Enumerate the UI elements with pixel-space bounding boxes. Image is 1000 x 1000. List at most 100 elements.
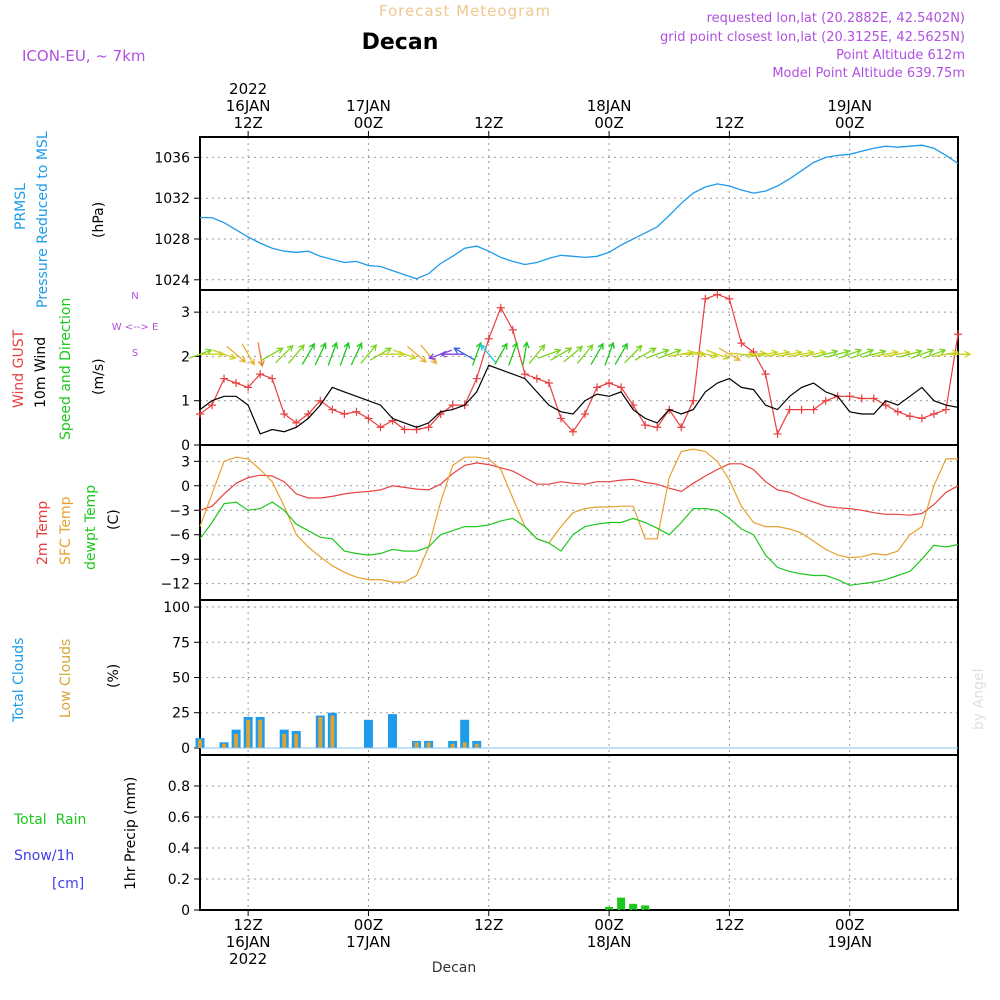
panels: 10241028103210360123−12−9−6−303025507510… [154, 136, 972, 919]
bottom-time-label: 00Z [354, 916, 383, 934]
wind-direction-arrow [314, 342, 327, 366]
gust-point [857, 394, 866, 403]
wind-direction-arrow [261, 347, 284, 361]
gust-point [677, 423, 686, 432]
bottom-time-label: 16JAN [226, 933, 271, 951]
wind-direction-arrow [257, 342, 265, 368]
low-cloud-bar [246, 719, 251, 748]
bottom-time-label: 2022 [229, 950, 267, 968]
bottom-time-label: 00Z [594, 916, 623, 934]
gust-point [472, 374, 481, 383]
top-time-label: 12Z [474, 114, 503, 132]
snow-label: Snow/1h [14, 848, 74, 864]
cloud-side-labels: Total Clouds Low Clouds (%) [11, 638, 122, 723]
low-cloud-bar [426, 742, 431, 748]
gust-point [256, 370, 265, 379]
low-cloud-bar [198, 739, 202, 748]
wind-direction-arrow [604, 341, 615, 366]
location-title: Decan [362, 30, 439, 55]
wind-direction-arrow [339, 341, 351, 366]
requested-coords: requested lon,lat (20.2882E, 42.5402N) [707, 11, 965, 26]
gust-point [496, 303, 505, 312]
gust-point [568, 427, 577, 436]
wind-direction-arrow [226, 346, 247, 363]
panel-clouds: 0 25 50 75 100 [163, 599, 959, 757]
wind-direction-arrow [590, 342, 604, 365]
wind-direction-arrow [420, 344, 438, 365]
y-tick-label: 0.4 [168, 841, 190, 857]
gust-point [532, 374, 541, 383]
t2m-line [199, 462, 959, 516]
y-tick-label: 1032 [154, 191, 190, 207]
top-time-label: 18JAN [587, 97, 632, 115]
sfc-label: SFC Temp [58, 496, 74, 565]
wind-direction-arrow [360, 343, 378, 364]
total-cloud-bar [460, 719, 470, 748]
watermark: by Angel [971, 669, 987, 730]
gust-point [220, 374, 229, 383]
wind-line [199, 364, 959, 435]
y-tick-label: 50 [172, 671, 190, 687]
wind-direction-arrow [634, 347, 657, 361]
gust-point [917, 414, 926, 423]
top-time-label: 16JAN [226, 97, 271, 115]
top-time-label: 00Z [835, 114, 864, 132]
top-time-label: 2022 [229, 80, 267, 98]
gust-point [508, 325, 517, 334]
gust-point [424, 423, 433, 432]
wind-direction-arrow [825, 349, 851, 358]
gust-point [617, 383, 626, 392]
bottom-time-label: 17JAN [346, 933, 391, 951]
gust-point [268, 374, 277, 383]
pressure-unit-label: (hPa) [91, 202, 107, 238]
gust-point [304, 410, 313, 418]
wind-direction-arrow [946, 350, 972, 358]
gust-point [280, 410, 289, 418]
gust-point [208, 401, 217, 410]
wind-direction-arrow [241, 343, 255, 366]
wind-direction-arrow [862, 349, 887, 358]
wind-unit-label: (m/s) [91, 358, 107, 395]
wind-direction-arrow [453, 347, 476, 361]
wind-direction-arrow [838, 348, 863, 359]
compass-south: S [132, 348, 138, 359]
gust-point [593, 383, 602, 392]
panel-wind: 0 1 2 3 [181, 289, 972, 454]
dewpt-line [199, 501, 959, 586]
panel-temperature: −12 −9 −6 −3 0 3 [160, 444, 959, 601]
wind-direction-arrow [406, 346, 427, 363]
gust-point [556, 414, 565, 423]
gust-point [581, 410, 590, 418]
gust-point [797, 405, 806, 414]
y-tick-label: 1028 [154, 232, 190, 248]
t2m-label: 2m Temp [35, 501, 51, 565]
precip-side-labels: Total Rain Snow/1h [cm] 1hr Precip (mm) [13, 777, 139, 892]
wind-direction-arrow [576, 343, 594, 364]
gust-point [605, 379, 614, 387]
wind-direction-arrow [480, 343, 497, 364]
gust-point [941, 405, 950, 414]
gust-point [364, 414, 373, 423]
gust-point [821, 396, 830, 405]
bottom-location: Decan [432, 960, 477, 976]
gust-point [929, 410, 938, 418]
wind-direction-arrow [657, 348, 682, 359]
low-cloud-bar [318, 716, 323, 748]
gust-point [701, 294, 710, 303]
gust-point [352, 407, 361, 416]
total-cloud-bar [363, 719, 373, 748]
gust-point [376, 423, 385, 432]
gust-point [725, 294, 734, 303]
low-cloud-bar [258, 719, 263, 748]
gust-point [196, 410, 204, 418]
top-time-label: 00Z [594, 114, 623, 132]
low-cloud-bar [462, 742, 467, 748]
bottom-time-label: 00Z [835, 916, 864, 934]
wind-direction-arrow [645, 348, 670, 359]
gust-line [199, 293, 959, 436]
forecast-title: Forecast Meteogram [379, 2, 551, 20]
wind-direction-arrow [922, 348, 947, 359]
wind-direction-arrow [614, 342, 628, 365]
gust-point [328, 405, 337, 414]
wind10m-label: 10m Wind [33, 337, 49, 408]
